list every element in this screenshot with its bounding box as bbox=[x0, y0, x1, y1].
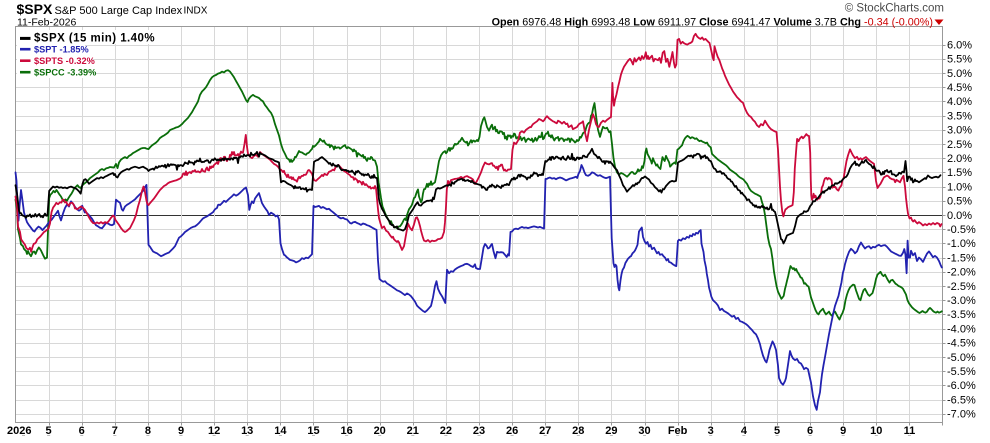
svg-text:9: 9 bbox=[840, 425, 846, 437]
svg-text:-1.0%: -1.0% bbox=[947, 238, 976, 250]
svg-text:10: 10 bbox=[870, 425, 882, 437]
svg-text:15: 15 bbox=[307, 425, 319, 437]
svg-text:-4.0%: -4.0% bbox=[947, 323, 976, 335]
svg-text:2.0%: 2.0% bbox=[947, 153, 972, 165]
svg-text:12: 12 bbox=[208, 425, 220, 437]
svg-text:3.0%: 3.0% bbox=[947, 125, 972, 137]
svg-text:S&P 500 Large Cap Index: S&P 500 Large Cap Index bbox=[55, 5, 183, 17]
svg-text:29: 29 bbox=[605, 425, 617, 437]
svg-text:$SPTS -0.32%: $SPTS -0.32% bbox=[34, 56, 95, 66]
svg-text:-7.0%: -7.0% bbox=[947, 409, 976, 421]
svg-text:14: 14 bbox=[274, 425, 287, 437]
svg-text:30: 30 bbox=[638, 425, 650, 437]
svg-text:0.5%: 0.5% bbox=[947, 196, 972, 208]
svg-text:16: 16 bbox=[340, 425, 352, 437]
svg-text:3: 3 bbox=[708, 425, 714, 437]
svg-text:-0.5%: -0.5% bbox=[947, 224, 976, 236]
svg-text:$SPX: $SPX bbox=[17, 1, 53, 17]
svg-text:1.5%: 1.5% bbox=[947, 167, 972, 179]
svg-text:Feb: Feb bbox=[668, 425, 688, 437]
svg-text:-2.5%: -2.5% bbox=[947, 281, 976, 293]
svg-text:28: 28 bbox=[572, 425, 584, 437]
svg-text:0.0%: 0.0% bbox=[947, 210, 972, 222]
svg-text:$SPX (15 min) 1.40%: $SPX (15 min) 1.40% bbox=[34, 33, 155, 45]
svg-text:$SPCC -3.39%: $SPCC -3.39% bbox=[34, 68, 96, 78]
svg-text:-1.5%: -1.5% bbox=[947, 252, 976, 264]
svg-text:27: 27 bbox=[539, 425, 551, 437]
svg-text:11: 11 bbox=[904, 425, 916, 437]
svg-text:5: 5 bbox=[774, 425, 780, 437]
svg-text:5.5%: 5.5% bbox=[947, 54, 972, 66]
svg-text:3.5%: 3.5% bbox=[947, 110, 972, 122]
svg-text:13: 13 bbox=[241, 425, 253, 437]
svg-text:-5.0%: -5.0% bbox=[947, 352, 976, 364]
svg-text:-6.0%: -6.0% bbox=[947, 380, 976, 392]
svg-text:20: 20 bbox=[374, 425, 386, 437]
svg-text:7: 7 bbox=[112, 425, 118, 437]
svg-text:23: 23 bbox=[473, 425, 485, 437]
svg-text:26: 26 bbox=[506, 425, 518, 437]
svg-text:© StockCharts.com: © StockCharts.com bbox=[845, 3, 944, 15]
svg-text:-2.0%: -2.0% bbox=[947, 267, 976, 279]
svg-text:2026: 2026 bbox=[7, 425, 31, 437]
svg-text:INDX: INDX bbox=[184, 6, 208, 17]
svg-text:$SPT -1.85%: $SPT -1.85% bbox=[34, 45, 89, 55]
svg-text:5.0%: 5.0% bbox=[947, 68, 972, 80]
svg-text:9: 9 bbox=[178, 425, 184, 437]
svg-text:-6.5%: -6.5% bbox=[947, 394, 976, 406]
svg-text:11-Feb-2026: 11-Feb-2026 bbox=[17, 17, 77, 29]
svg-text:4.5%: 4.5% bbox=[947, 82, 972, 94]
svg-text:8: 8 bbox=[145, 425, 151, 437]
svg-text:21: 21 bbox=[407, 425, 419, 437]
svg-text:6: 6 bbox=[79, 425, 85, 437]
svg-text:6.0%: 6.0% bbox=[947, 39, 972, 51]
svg-text:2.5%: 2.5% bbox=[947, 139, 972, 151]
svg-text:6: 6 bbox=[807, 425, 813, 437]
svg-text:-5.5%: -5.5% bbox=[947, 366, 976, 378]
svg-text:22: 22 bbox=[440, 425, 452, 437]
svg-text:-3.0%: -3.0% bbox=[947, 295, 976, 307]
svg-text:-3.5%: -3.5% bbox=[947, 309, 976, 321]
svg-text:4.0%: 4.0% bbox=[947, 96, 972, 108]
svg-text:Open 6976.48 High 6993.48 Low: Open 6976.48 High 6993.48 Low 6911.97 Cl… bbox=[492, 17, 933, 29]
svg-text:1.0%: 1.0% bbox=[947, 181, 972, 193]
svg-text:4: 4 bbox=[741, 425, 748, 437]
svg-text:5: 5 bbox=[46, 425, 52, 437]
svg-text:-4.5%: -4.5% bbox=[947, 338, 976, 350]
